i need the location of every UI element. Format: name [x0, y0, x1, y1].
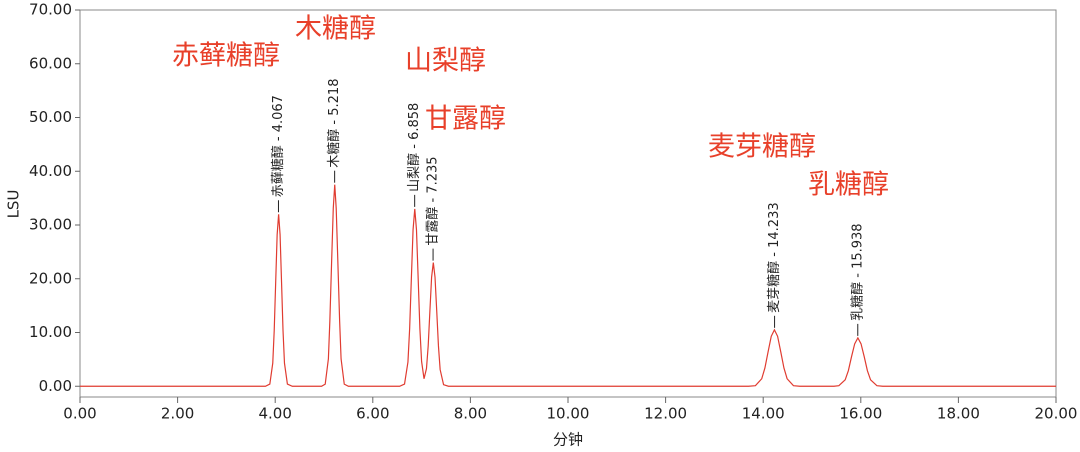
- annotation: 乳糖醇: [808, 170, 889, 201]
- x-tick-label: 18.00: [937, 405, 980, 423]
- annotation: 甘露醇: [425, 104, 506, 135]
- peak-label: 赤藓糖醇 - 4.067: [270, 95, 286, 197]
- y-tick-label: 40.00: [29, 162, 72, 180]
- annotation: 山梨醇: [405, 46, 486, 77]
- x-tick-label: 20.00: [1035, 405, 1078, 423]
- annotation: 麦芽糖醇: [708, 132, 816, 163]
- x-tick-label: 4.00: [258, 405, 291, 423]
- x-axis-label: 分钟: [553, 431, 583, 449]
- y-tick-label: 20.00: [29, 269, 72, 287]
- x-tick-label: 14.00: [742, 405, 785, 423]
- annotation: 赤藓糖醇: [172, 41, 280, 72]
- y-tick-label: 50.00: [29, 108, 72, 126]
- peak-label: 麦芽糖醇 - 14.233: [766, 202, 782, 312]
- x-tick-label: 0.00: [63, 405, 96, 423]
- x-tick-label: 12.00: [644, 405, 687, 423]
- y-tick-label: 60.00: [29, 54, 72, 72]
- peak-label: 乳糖醇 - 15.938: [849, 223, 865, 320]
- y-tick-label: 30.00: [29, 216, 72, 234]
- x-tick-label: 8.00: [454, 405, 487, 423]
- x-tick-label: 10.00: [547, 405, 590, 423]
- x-tick-label: 6.00: [356, 405, 389, 423]
- y-axis-label: LSU: [5, 190, 23, 219]
- y-tick-label: 70.00: [29, 1, 72, 19]
- x-tick-label: 16.00: [839, 405, 882, 423]
- y-tick-label: 0.00: [39, 377, 72, 395]
- peak-label: 山梨醇 - 6.858: [406, 103, 422, 192]
- x-tick-label: 2.00: [161, 405, 194, 423]
- peak-label: 甘露醇 - 7.235: [425, 156, 441, 245]
- peak-label: 木糖醇 - 5.218: [326, 79, 342, 168]
- y-tick-label: 10.00: [29, 323, 72, 341]
- annotation: 木糖醇: [295, 14, 376, 45]
- trace: [80, 184, 1056, 387]
